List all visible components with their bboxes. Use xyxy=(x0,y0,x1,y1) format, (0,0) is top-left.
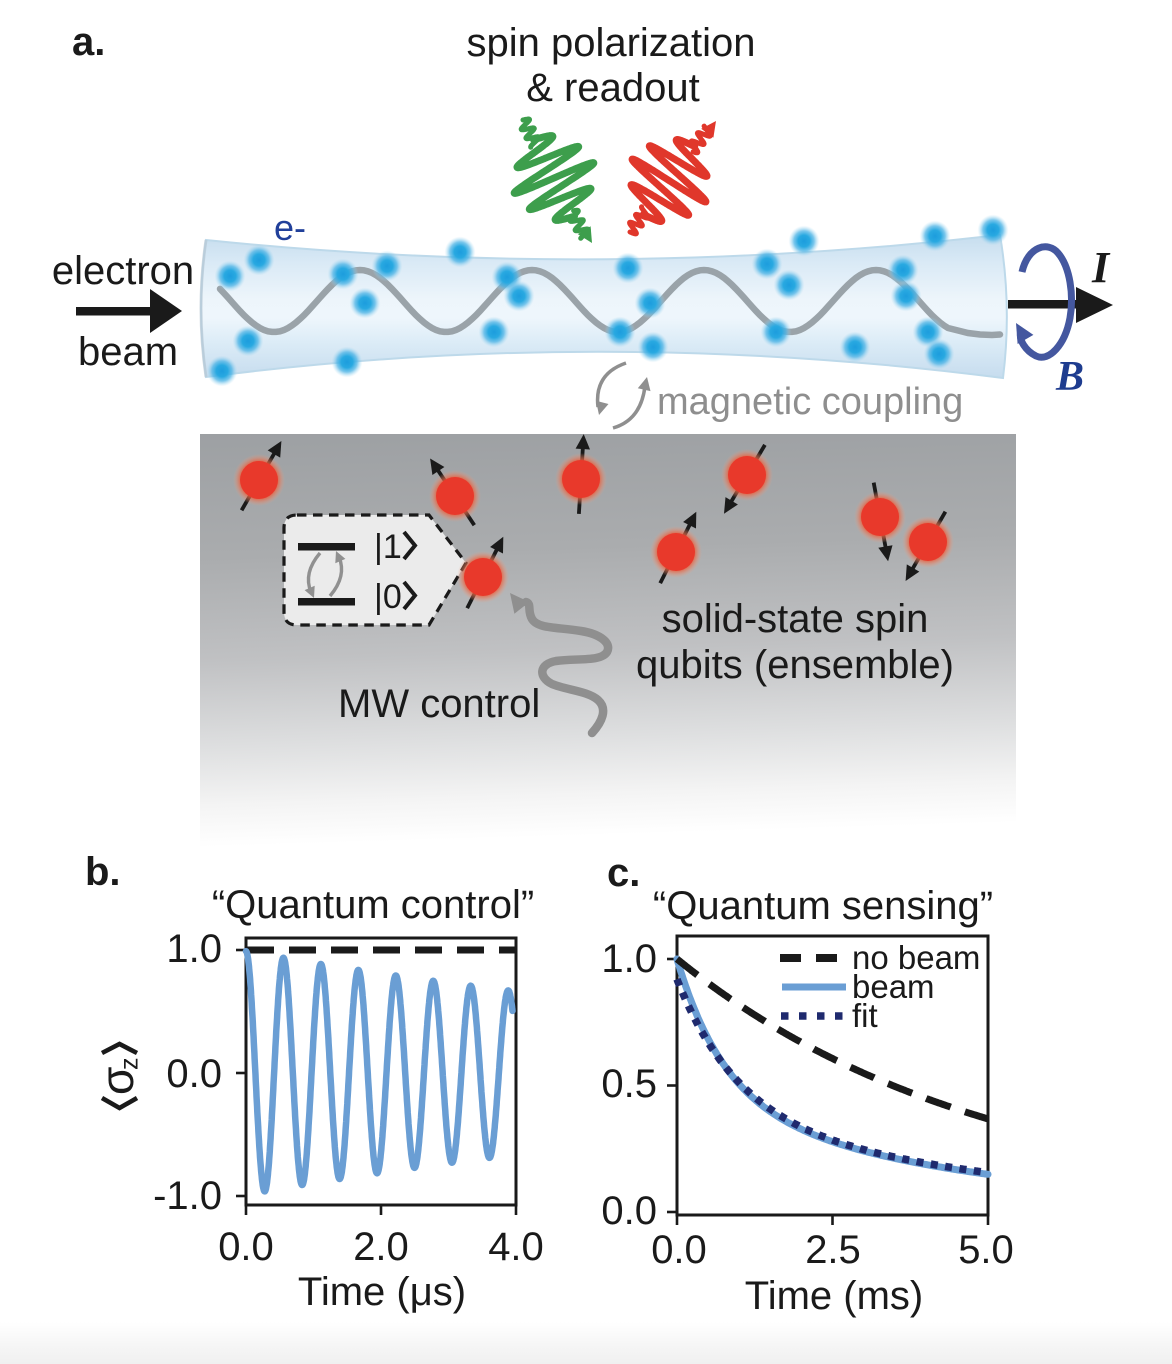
svg-text:1.0: 1.0 xyxy=(166,927,222,971)
svg-text:“Quantum control”: “Quantum control” xyxy=(212,883,534,927)
svg-text:spin polarization: spin polarization xyxy=(466,21,755,65)
svg-text:magnetic coupling: magnetic coupling xyxy=(657,381,963,423)
svg-text:beam: beam xyxy=(852,968,935,1005)
svg-text:electron: electron xyxy=(52,249,194,293)
svg-text:fit: fit xyxy=(852,997,878,1034)
svg-text:0.0: 0.0 xyxy=(651,1228,707,1272)
svg-text:|0: |0 xyxy=(374,578,402,616)
svg-text:5.0: 5.0 xyxy=(958,1228,1014,1272)
svg-text:qubits (ensemble): qubits (ensemble) xyxy=(636,643,954,687)
svg-text:z: z xyxy=(116,1058,144,1071)
svg-text:B: B xyxy=(1055,354,1084,400)
svg-text:beam: beam xyxy=(78,330,178,374)
svg-text:“Quantum sensing”: “Quantum sensing” xyxy=(653,884,993,928)
svg-text:1.0: 1.0 xyxy=(601,937,657,981)
svg-text:e-: e- xyxy=(274,207,306,248)
svg-text:0.0: 0.0 xyxy=(166,1052,222,1096)
svg-text:-1.0: -1.0 xyxy=(153,1174,222,1218)
svg-text:b.: b. xyxy=(85,850,121,894)
svg-text:MW control: MW control xyxy=(338,682,540,726)
svg-text:no beam: no beam xyxy=(852,939,980,976)
svg-text:Time (ms): Time (ms) xyxy=(745,1274,923,1318)
svg-text:0.0: 0.0 xyxy=(218,1225,274,1269)
svg-text:σ: σ xyxy=(91,1067,143,1095)
svg-text:Time (μs): Time (μs) xyxy=(298,1270,466,1314)
svg-text:a.: a. xyxy=(72,20,105,64)
svg-text:& readout: & readout xyxy=(526,66,699,110)
svg-text:|1: |1 xyxy=(374,528,402,566)
svg-text:I: I xyxy=(1091,243,1111,292)
svg-text:0.0: 0.0 xyxy=(601,1189,657,1233)
svg-text:2.5: 2.5 xyxy=(805,1228,861,1272)
svg-text:solid-state spin: solid-state spin xyxy=(662,597,929,641)
svg-text:0.5: 0.5 xyxy=(601,1062,657,1106)
svg-text:c.: c. xyxy=(607,851,640,895)
svg-text:4.0: 4.0 xyxy=(488,1225,544,1269)
svg-text:2.0: 2.0 xyxy=(353,1225,409,1269)
